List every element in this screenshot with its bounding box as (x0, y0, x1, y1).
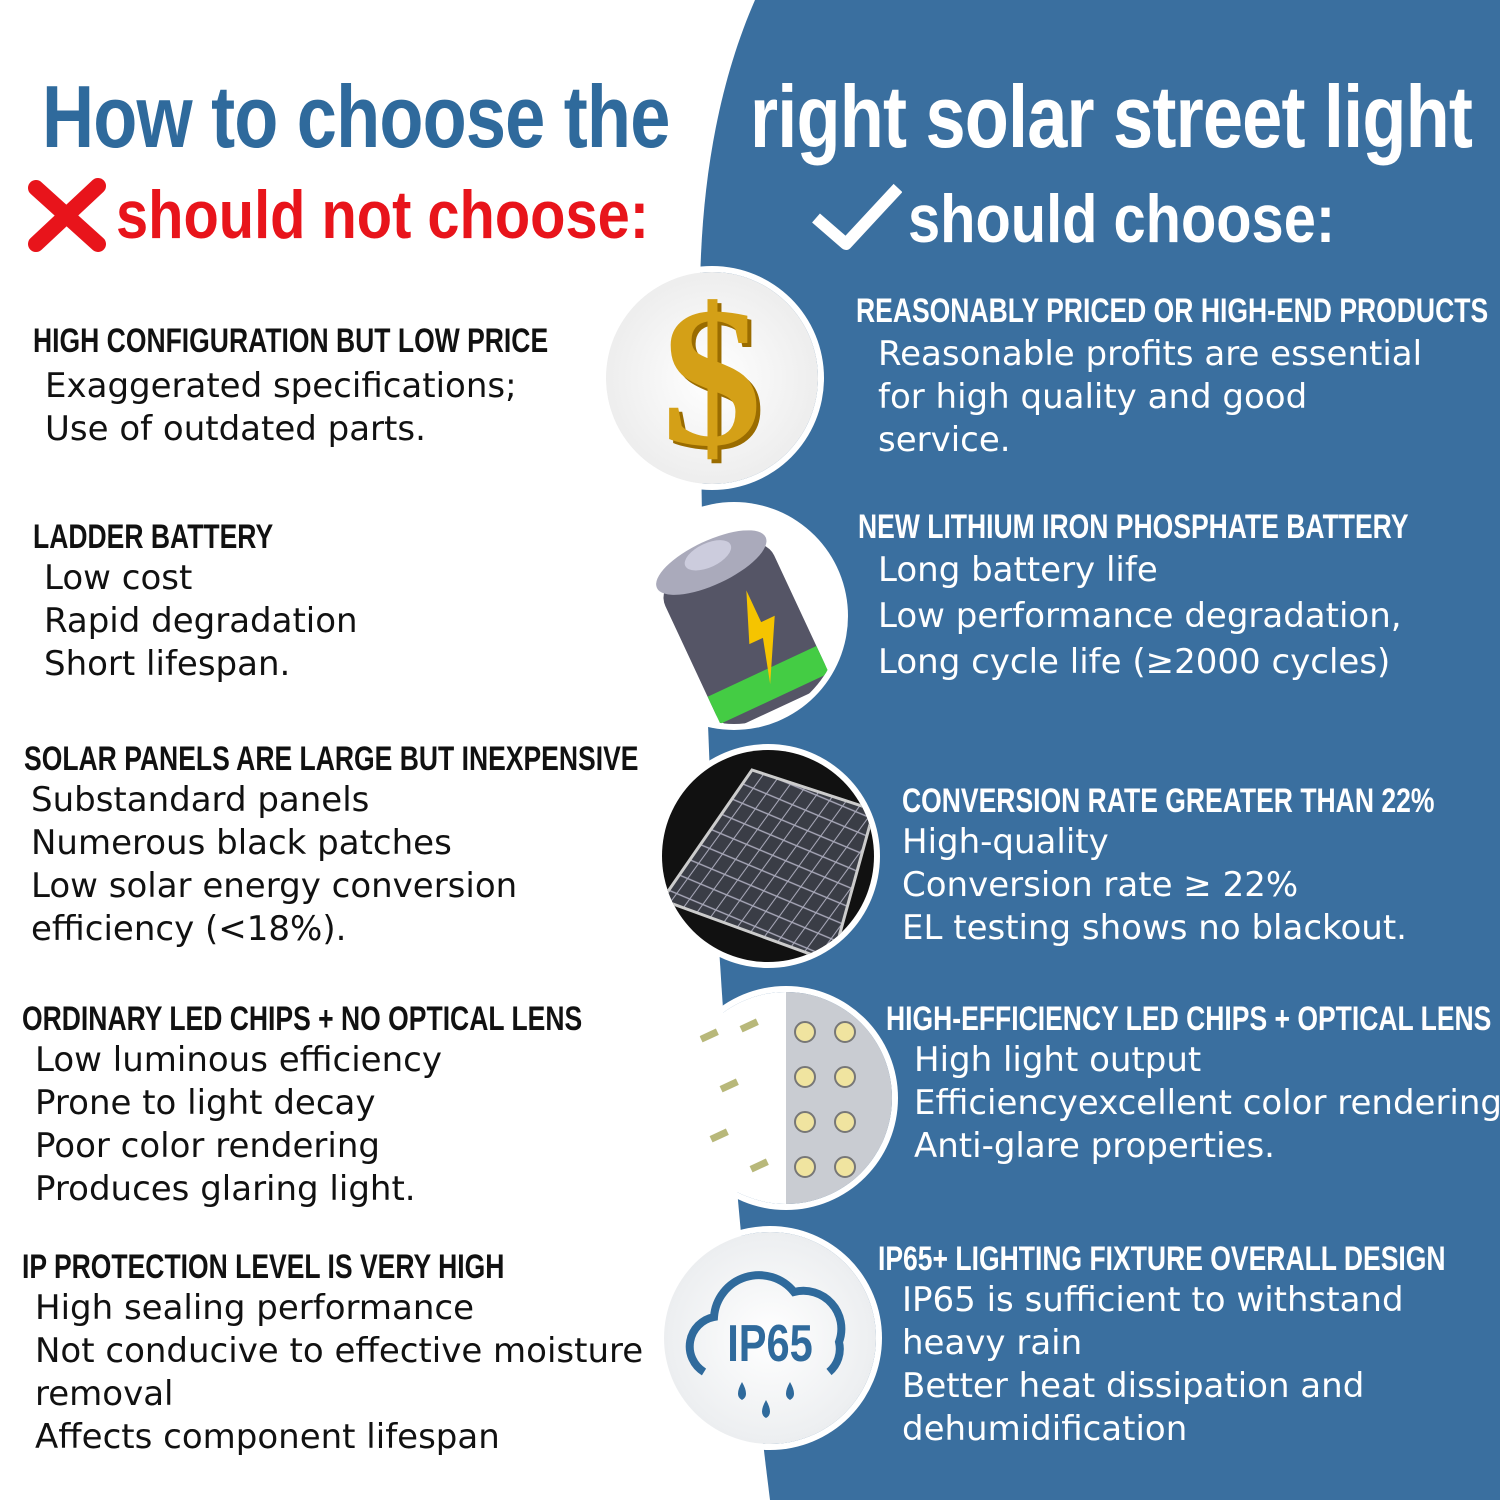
bad-heading: LADDER BATTERY (33, 518, 274, 556)
good-line: Efficiencyexcellent color rendering (914, 1083, 1500, 1123)
good-line: Conversion rate ≥ 22% (902, 865, 1299, 905)
good-line: service. (878, 420, 1011, 460)
dollar-icon: $ (606, 272, 818, 484)
good-line: Better heat dissipation and (902, 1366, 1365, 1406)
good-line: Long battery life (878, 550, 1158, 590)
good-heading: HIGH-EFFICIENCY LED CHIPS + OPTICAL LENS (886, 1000, 1492, 1038)
title-right: right solar street light (750, 67, 1473, 166)
ip65-text: IP65 (727, 1315, 813, 1373)
bad-heading: IP PROTECTION LEVEL IS VERY HIGH (22, 1248, 505, 1286)
bad-line: Short lifespan. (44, 644, 291, 684)
led-chips-icon (680, 992, 892, 1204)
good-line: IP65 is sufficient to withstand (902, 1280, 1404, 1320)
bad-item-5: IP PROTECTION LEVEL IS VERY HIGH High se… (22, 1248, 643, 1459)
bad-line: High sealing performance (35, 1288, 474, 1328)
bad-item-3: SOLAR PANELS ARE LARGE BUT INEXPENSIVE S… (24, 740, 812, 951)
bad-line: Low cost (44, 558, 193, 598)
bad-line: Poor color rendering (35, 1126, 380, 1166)
bad-line: Rapid degradation (44, 601, 358, 641)
bad-heading: HIGH CONFIGURATION BUT LOW PRICE (33, 322, 549, 360)
should-choose-label: should choose: (908, 181, 1336, 257)
bad-item-2: LADDER BATTERY Low cost Rapid degradatio… (33, 518, 358, 686)
good-line: High-quality (902, 822, 1109, 862)
good-line: Long cycle life (≥2000 cycles) (878, 642, 1391, 682)
bad-item-1: HIGH CONFIGURATION BUT LOW PRICE Exagger… (33, 322, 693, 451)
bad-heading: SOLAR PANELS ARE LARGE BUT INEXPENSIVE (24, 740, 639, 778)
solar-panel-icon (662, 750, 874, 962)
good-item-4: HIGH-EFFICIENCY LED CHIPS + OPTICAL LENS… (886, 1000, 1500, 1168)
bad-line: Affects component lifespan (35, 1417, 500, 1457)
bad-line: removal (35, 1374, 174, 1414)
good-line: EL testing shows no blackout. (902, 908, 1407, 948)
bad-line: Exaggerated specifications; (45, 366, 517, 406)
good-item-2: NEW LITHIUM IRON PHOSPHATE BATTERY Long … (858, 508, 1500, 685)
bad-line: Use of outdated parts. (45, 409, 426, 449)
bad-line: Numerous black patches (31, 823, 452, 863)
bad-item-4: ORDINARY LED CHIPS + NO OPTICAL LENS Low… (22, 1000, 740, 1211)
good-heading: REASONABLY PRICED OR HIGH-END PRODUCTS (856, 292, 1489, 330)
good-item-1: REASONABLY PRICED OR HIGH-END PRODUCTS R… (856, 292, 1500, 462)
good-line: Reasonable profits are essential (878, 334, 1423, 374)
bad-line: Produces glaring light. (35, 1169, 416, 1209)
good-heading: CONVERSION RATE GREATER THAN 22% (902, 782, 1435, 820)
title-left: How to choose the (42, 67, 670, 166)
bad-line: Prone to light decay (35, 1083, 376, 1123)
good-line: for high quality and good (878, 377, 1308, 417)
good-line: dehumidification (902, 1409, 1188, 1449)
bad-line: Low luminous efficiency (35, 1040, 442, 1080)
good-line: Anti-glare properties. (914, 1126, 1275, 1166)
good-line: Low performance degradation, (878, 596, 1402, 636)
bad-line: efficiency (<18%). (31, 909, 347, 949)
bad-line: Low solar energy conversion (31, 866, 518, 906)
good-item-3: CONVERSION RATE GREATER THAN 22% High-qu… (902, 782, 1500, 950)
good-line: heavy rain (902, 1323, 1083, 1363)
ip65-cloud-icon: IP65 (664, 1232, 876, 1444)
checkmark-icon (812, 183, 902, 250)
good-line: High light output (914, 1040, 1202, 1080)
should-not-choose-label: should not choose: (116, 177, 650, 253)
bad-line: Not conducive to effective moisture (35, 1331, 644, 1371)
good-item-5: IP65+ LIGHTING FIXTURE OVERALL DESIGN IP… (878, 1240, 1500, 1451)
bad-line: Substandard panels (31, 780, 370, 820)
good-heading: NEW LITHIUM IRON PHOSPHATE BATTERY (858, 508, 1409, 546)
battery-icon (626, 508, 842, 724)
bad-heading: ORDINARY LED CHIPS + NO OPTICAL LENS (22, 1000, 583, 1038)
x-mark-icon (28, 178, 106, 252)
good-heading: IP65+ LIGHTING FIXTURE OVERALL DESIGN (878, 1240, 1446, 1278)
